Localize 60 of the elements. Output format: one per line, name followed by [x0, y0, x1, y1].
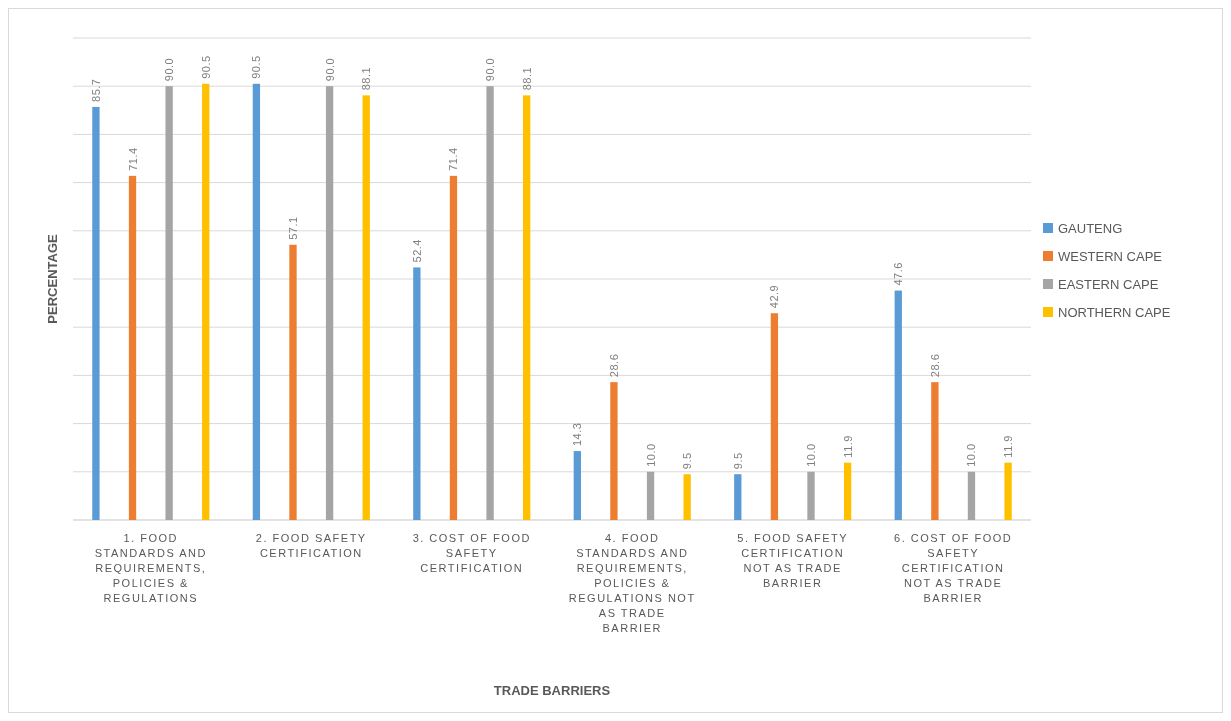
- data-label: 90.5: [199, 55, 212, 79]
- bar: [894, 290, 902, 520]
- bar: [967, 471, 976, 520]
- bar: [486, 86, 494, 520]
- bar: [449, 175, 458, 520]
- x-tick-label: 3. COST OF FOOD SAFETY CERTIFICATION: [412, 532, 531, 574]
- x-tick-label: 1. FOOD STANDARDS AND REQUIREMENTS, POLICIES & REGULATIONS: [94, 532, 207, 604]
- bar: [646, 471, 655, 520]
- x-axis-title: TRADE BARRIERS: [493, 683, 611, 698]
- bar: [843, 462, 852, 520]
- data-label: 47.6: [892, 262, 905, 286]
- data-label: 10.0: [805, 443, 818, 467]
- bar: [573, 451, 581, 520]
- data-label: 90.0: [323, 57, 336, 82]
- data-label: 42.9: [768, 284, 781, 309]
- bar: [362, 95, 370, 520]
- data-label: 10.0: [644, 443, 657, 467]
- bar: [523, 95, 531, 520]
- bar: [413, 267, 421, 520]
- data-label: 88.1: [520, 66, 533, 91]
- legend-label: NORTHERN CAPE: [1058, 304, 1171, 320]
- x-tick-label: 2. FOOD SAFETY CERTIFICATION: [255, 532, 367, 559]
- data-label: 9.5: [681, 452, 694, 470]
- x-tick-label: 4. FOOD STANDARDS AND REQUIREMENTS, POLICIES & REGULATIONS NOT AS TRADE BARRIER: [568, 532, 696, 634]
- bar: [165, 86, 173, 520]
- data-label: 90.0: [484, 57, 497, 82]
- legend-label: WESTERN CAPE: [1058, 248, 1163, 264]
- data-label: 90.0: [163, 57, 176, 82]
- x-tick-label: 6. COST OF FOOD SAFETY CERTIFICATION NOT AS TRADE BARRIER: [894, 532, 1013, 604]
- data-label: 71.4: [447, 147, 460, 171]
- y-axis-title: PERCENTAGE: [45, 234, 60, 324]
- bar: [770, 313, 779, 520]
- data-label: 88.1: [360, 66, 373, 91]
- legend-label: EASTERN CAPE: [1058, 276, 1159, 292]
- data-label: 71.4: [126, 147, 139, 171]
- bar: [92, 106, 100, 520]
- data-label: 90.5: [250, 55, 263, 79]
- x-tick-label: 5. FOOD SAFETY CERTIFICATION NOT AS TRADE BARRIER: [737, 532, 849, 589]
- bar: [202, 83, 210, 520]
- data-label: 28.6: [928, 353, 941, 378]
- bar: [734, 474, 742, 520]
- data-label: 14.3: [571, 422, 584, 447]
- data-label: 85.7: [89, 78, 102, 102]
- bar: [610, 382, 618, 520]
- bar: [1004, 462, 1012, 520]
- data-label: 11.9: [1002, 435, 1015, 458]
- bar: [325, 86, 334, 520]
- data-label: 9.5: [731, 452, 744, 470]
- data-label: 57.1: [286, 216, 299, 240]
- bar: [807, 471, 815, 520]
- bar: [683, 474, 691, 520]
- data-label: 11.9: [841, 435, 854, 458]
- bar: [931, 382, 939, 520]
- data-label: 52.4: [410, 239, 423, 263]
- data-label: 28.6: [607, 353, 620, 378]
- bar: [128, 175, 137, 520]
- bar: [289, 244, 297, 520]
- legend-label: GAUTENG: [1058, 220, 1123, 236]
- data-label: 10.0: [965, 443, 978, 467]
- bar: [252, 83, 261, 520]
